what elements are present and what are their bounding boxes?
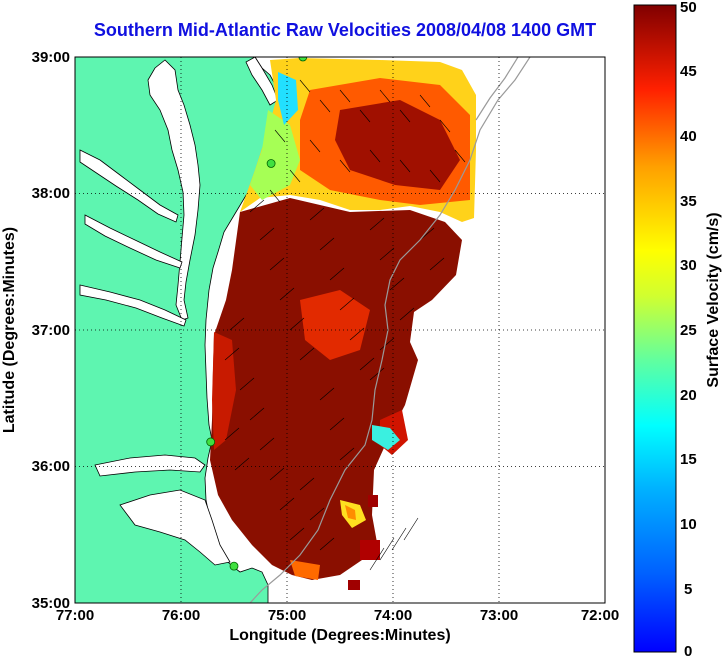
colorbar-tick-label: 0 bbox=[684, 643, 692, 659]
y-tick-label: 39:00 bbox=[32, 49, 70, 66]
colorbar-tick-label: 40 bbox=[680, 128, 697, 145]
colorbar-label: Surface Velocity (cm/s) bbox=[705, 212, 722, 387]
x-tick-label: 73:00 bbox=[480, 607, 518, 624]
colorbar-gradient bbox=[633, 4, 677, 653]
colorbar-tick-label: 45 bbox=[680, 63, 697, 80]
station-marker bbox=[298, 57, 308, 62]
x-tick-label: 76:00 bbox=[162, 607, 200, 624]
y-tick-label: 35:00 bbox=[32, 595, 70, 612]
x-axis-label: Longitude (Degrees:Minutes) bbox=[229, 627, 450, 644]
page-title: Southern Mid-Atlantic Raw Velocities 200… bbox=[93, 20, 597, 40]
colorbar-tick-label: 50 bbox=[680, 0, 697, 16]
x-axis: 77:00 76:00 75:00 74:00 73:00 72:00 Long… bbox=[56, 607, 619, 644]
york-james-river bbox=[79, 284, 187, 327]
albemarle-sound bbox=[94, 454, 206, 477]
colorbar-tick-label: 10 bbox=[680, 516, 697, 533]
x-tick-label: 75:00 bbox=[268, 607, 306, 624]
y-tick-label: 37:00 bbox=[32, 322, 70, 339]
y-axis: 39:00 38:00 37:00 36:00 35:00 Latitude (… bbox=[1, 49, 70, 612]
delaware-bay bbox=[245, 57, 279, 106]
bathymetry-contour-2 bbox=[475, 57, 519, 121]
colorbar-tick-label: 35 bbox=[680, 193, 697, 210]
x-tick-label: 74:00 bbox=[374, 607, 412, 624]
colorbar-tick-label: 5 bbox=[684, 581, 692, 598]
colorbar-tick-label: 25 bbox=[680, 322, 697, 339]
station-marker bbox=[229, 561, 239, 571]
potomac-river bbox=[79, 149, 179, 223]
station-marker bbox=[206, 437, 216, 447]
y-axis-label: Latitude (Degrees:Minutes) bbox=[1, 227, 18, 433]
station-marker bbox=[266, 159, 276, 168]
station-markers bbox=[206, 57, 308, 571]
colorbar-tick-label: 30 bbox=[680, 257, 697, 274]
y-tick-label: 36:00 bbox=[32, 458, 70, 475]
x-tick-label: 72:00 bbox=[581, 607, 619, 624]
y-tick-label: 38:00 bbox=[32, 185, 70, 202]
colorbar: 50 45 40 35 30 25 20 15 10 5 0 Surface V… bbox=[633, 0, 722, 659]
rappahannock-river bbox=[84, 214, 183, 269]
grid-lines bbox=[75, 57, 605, 603]
x-tick-label: 77:00 bbox=[56, 607, 94, 624]
colorbar-tick-label: 15 bbox=[680, 451, 697, 468]
pamlico-sound bbox=[119, 489, 231, 566]
velocity-vectors bbox=[224, 79, 466, 571]
velocity-field bbox=[210, 58, 476, 590]
colorbar-tick-label: 20 bbox=[680, 387, 697, 404]
